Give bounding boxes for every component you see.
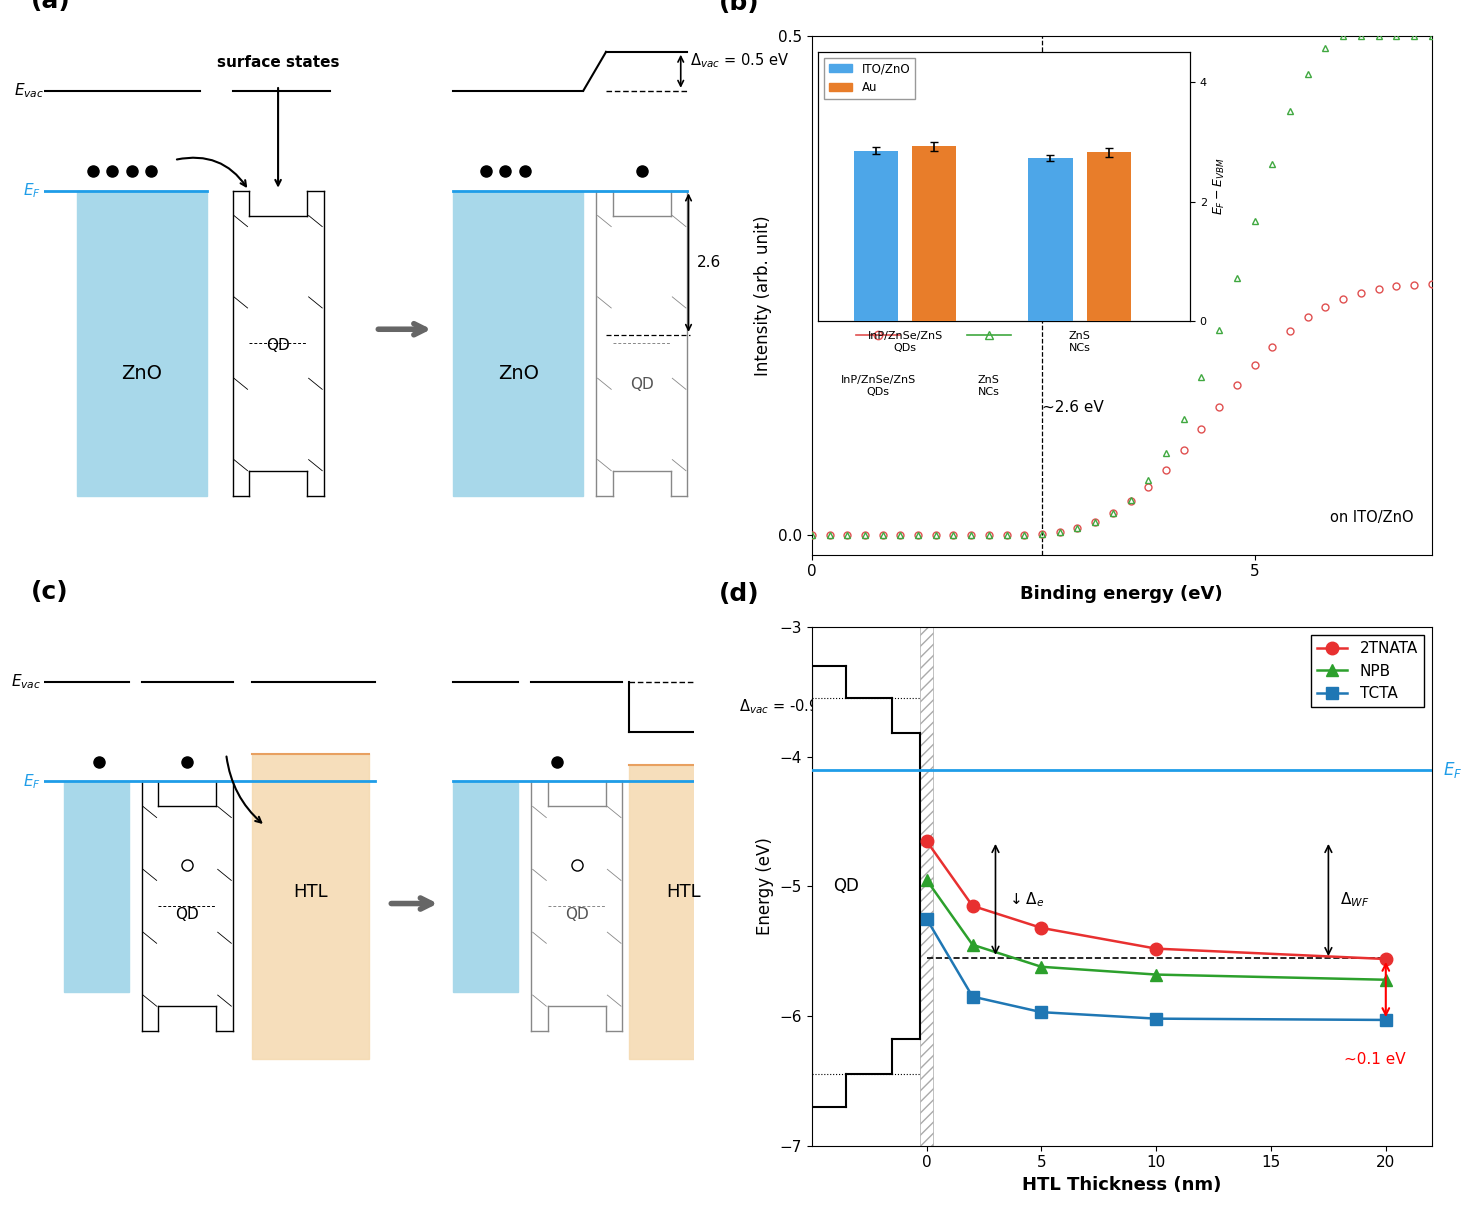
Text: HTL: HTL bbox=[294, 884, 328, 901]
Text: (c): (c) bbox=[31, 580, 69, 604]
Text: $E_F$: $E_F$ bbox=[24, 772, 41, 791]
Text: $E_{vac}$: $E_{vac}$ bbox=[10, 672, 41, 691]
Text: ZnO: ZnO bbox=[121, 364, 162, 384]
Text: (d): (d) bbox=[719, 582, 760, 607]
TCTA bbox=[1147, 1012, 1165, 1026]
Bar bbox=[63, 781, 128, 993]
Text: ~2.6 eV: ~2.6 eV bbox=[1042, 400, 1104, 415]
Bar bbox=[1029, 158, 1073, 321]
Line: NPB: NPB bbox=[921, 873, 1392, 987]
Text: QD: QD bbox=[630, 377, 654, 392]
X-axis label: HTL Thickness (nm): HTL Thickness (nm) bbox=[1021, 1176, 1222, 1194]
2TNATA bbox=[1377, 952, 1395, 966]
Text: (a): (a) bbox=[31, 0, 71, 13]
Text: QD: QD bbox=[176, 907, 199, 923]
NPB bbox=[918, 873, 936, 888]
Y-axis label: Energy (eV): Energy (eV) bbox=[756, 837, 773, 936]
TCTA bbox=[964, 989, 982, 1003]
Text: QD: QD bbox=[565, 907, 589, 923]
Text: surface states: surface states bbox=[217, 55, 339, 70]
Line: TCTA: TCTA bbox=[921, 913, 1392, 1026]
TCTA bbox=[1377, 1013, 1395, 1028]
Bar bbox=[453, 781, 518, 993]
Text: $E_F$: $E_F$ bbox=[24, 181, 41, 200]
Text: $E_{vac}$: $E_{vac}$ bbox=[15, 81, 44, 100]
Text: ZnO: ZnO bbox=[497, 364, 539, 384]
NPB bbox=[964, 937, 982, 952]
Text: InP/ZnSe/ZnS
QDs: InP/ZnSe/ZnS QDs bbox=[841, 375, 915, 397]
NPB bbox=[1033, 960, 1051, 974]
NPB bbox=[1147, 967, 1165, 982]
Y-axis label: $E_F - E_{VBM}$: $E_F - E_{VBM}$ bbox=[1212, 158, 1228, 216]
2TNATA bbox=[918, 833, 936, 848]
Bar bbox=[453, 191, 583, 496]
Text: 2.6: 2.6 bbox=[697, 256, 722, 270]
Text: QD: QD bbox=[834, 878, 859, 895]
Legend: 2TNATA, NPB, TCTA: 2TNATA, NPB, TCTA bbox=[1311, 634, 1424, 707]
Polygon shape bbox=[252, 754, 369, 1059]
2TNATA bbox=[1033, 920, 1051, 935]
Text: $\Delta_{WF}$: $\Delta_{WF}$ bbox=[1340, 891, 1370, 909]
2TNATA bbox=[1147, 942, 1165, 956]
TCTA bbox=[1033, 1005, 1051, 1019]
Text: (b): (b) bbox=[719, 0, 760, 16]
Text: QD: QD bbox=[266, 339, 289, 353]
TCTA bbox=[918, 912, 936, 926]
Bar bbox=[912, 146, 956, 321]
Line: 2TNATA: 2TNATA bbox=[921, 835, 1392, 965]
Bar bbox=[920, 562, 933, 1146]
Bar bbox=[77, 191, 207, 496]
Text: HTL: HTL bbox=[667, 884, 701, 901]
Text: ~0.1 eV: ~0.1 eV bbox=[1343, 1053, 1405, 1067]
Text: on ITO/ZnO: on ITO/ZnO bbox=[1330, 510, 1414, 525]
Bar bbox=[855, 151, 899, 321]
Text: $\Delta_{vac}$ = -0.9 eV: $\Delta_{vac}$ = -0.9 eV bbox=[739, 697, 843, 716]
X-axis label: Binding energy (eV): Binding energy (eV) bbox=[1020, 585, 1224, 603]
Text: ZnS
NCs: ZnS NCs bbox=[979, 375, 999, 397]
Text: $E_F$: $E_F$ bbox=[1444, 760, 1463, 780]
NPB bbox=[1377, 972, 1395, 987]
Text: $\downarrow\Delta_e$: $\downarrow\Delta_e$ bbox=[1007, 890, 1045, 909]
2TNATA bbox=[964, 898, 982, 913]
Text: $\Delta_{vac}$ = 0.5 eV: $\Delta_{vac}$ = 0.5 eV bbox=[691, 51, 790, 70]
Y-axis label: Intensity (arb. unit): Intensity (arb. unit) bbox=[754, 215, 772, 376]
Bar bbox=[1086, 152, 1131, 321]
Polygon shape bbox=[629, 765, 739, 1059]
